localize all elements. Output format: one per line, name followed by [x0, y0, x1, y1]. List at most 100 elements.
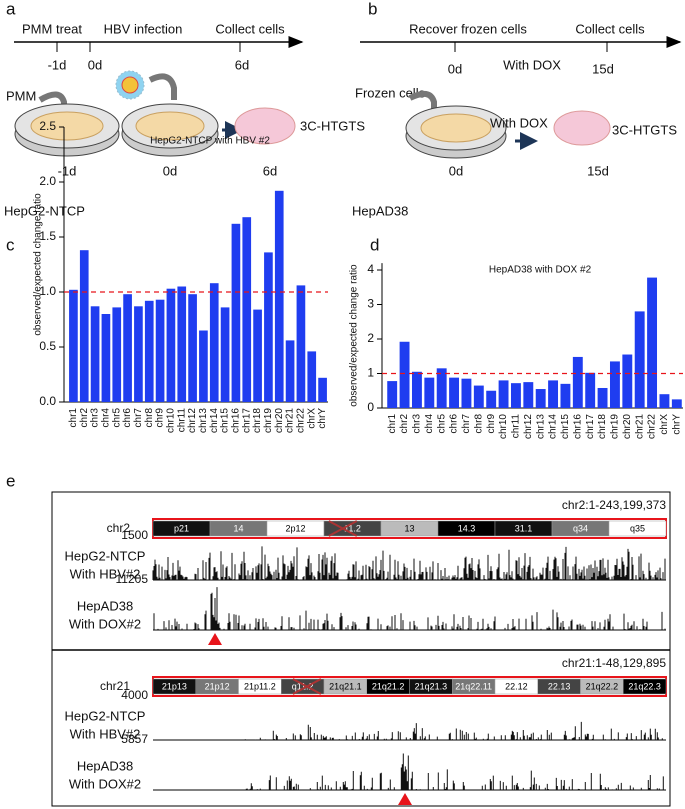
track-condition: With HBV#2: [70, 566, 141, 581]
bar: [101, 314, 111, 402]
track-scale: 5857: [121, 732, 148, 746]
band-label: 31.1: [515, 523, 533, 533]
x-tick-label: chr3: [90, 408, 101, 428]
assay-label: 3C-HTGTS: [300, 118, 365, 133]
chrom-label: chr2: [107, 521, 131, 535]
bar: [585, 372, 596, 408]
band-label: q34: [573, 523, 588, 533]
band-label: 21q22.2: [586, 681, 619, 691]
step-label: -1d: [58, 163, 77, 178]
cell-blob: [234, 107, 296, 145]
chrom-label: chr21: [100, 679, 130, 693]
bar: [387, 381, 398, 408]
x-tick-label: chr2: [79, 408, 90, 428]
bar: [264, 252, 273, 402]
band-label: 21q22.11: [455, 681, 492, 691]
x-tick-label: chr6: [449, 414, 460, 434]
track-scale: 4000: [121, 688, 148, 702]
genome-browser: chr2:1-243,199,373 chr2 p21 14 2p12 11.2 13 14.…: [51, 491, 671, 807]
bar: [166, 288, 176, 402]
highlight-marker: [208, 633, 222, 645]
y-tick-label: 2.5: [39, 119, 56, 133]
y-tick-label: 3: [367, 297, 374, 311]
bar: [199, 330, 208, 402]
y-tick-label: 1: [367, 366, 374, 380]
timeline-label: Collect cells: [215, 21, 285, 36]
chart-title: HepG2-NTCP with HBV #2: [150, 136, 270, 147]
bar: [535, 389, 546, 408]
y-tick-label: 4: [367, 262, 374, 276]
x-tick-label: chrY: [671, 414, 682, 435]
track-name: HepG2-NTCP: [65, 708, 146, 723]
y-axis-label: observed/expected change ratio: [33, 193, 44, 336]
x-tick-label: chr22: [647, 414, 658, 439]
panel-a: a PMM treat HBV infection Collect cells …: [4, 0, 365, 218]
y-tick-label: 0: [367, 400, 374, 414]
band-label: q35: [630, 523, 645, 533]
y-tick-label: 0.5: [39, 339, 56, 353]
bar: [486, 390, 497, 408]
x-tick-label: chrX: [659, 414, 670, 435]
bar: [647, 277, 658, 408]
centromere: [328, 520, 358, 537]
x-tick-label: chrX: [306, 408, 317, 429]
panel-label: e: [6, 471, 15, 490]
region-coords: chr2:1-243,199,373: [562, 498, 666, 512]
bar: [510, 383, 521, 408]
x-tick-label: chr15: [560, 414, 571, 439]
ideogram-band: [623, 678, 667, 695]
panel-label: c: [6, 235, 15, 254]
band-label: 14.3: [458, 523, 476, 533]
pipette: [148, 73, 177, 100]
x-tick-label: chr11: [176, 408, 187, 433]
bar: [296, 285, 306, 402]
band-label: 21q21.1: [329, 681, 362, 691]
bar: [274, 190, 284, 402]
x-tick-label: chr21: [285, 408, 296, 433]
bar: [123, 294, 132, 402]
timeline-label: HBV infection: [104, 21, 183, 36]
cell-blob: [553, 110, 611, 146]
reagent-label: Frozen cells: [355, 85, 426, 100]
band-label: 22.13: [548, 681, 571, 691]
x-tick-label: chr16: [231, 408, 242, 433]
bar: [253, 309, 262, 402]
highlight-marker: [398, 793, 412, 805]
x-tick-label: chr4: [101, 408, 112, 428]
bar: [597, 387, 608, 408]
timeline-label: Recover frozen cells: [409, 21, 527, 36]
x-tick-label: chr22: [296, 408, 307, 433]
dish: [121, 103, 219, 157]
x-tick-label: chr7: [133, 408, 144, 428]
dish: [14, 103, 120, 157]
x-tick-label: chr12: [187, 408, 198, 433]
bar: [411, 371, 422, 408]
band-label: 22.12: [505, 681, 528, 691]
cell-line: HepAD38: [352, 203, 408, 218]
signal-track: [245, 753, 664, 790]
timeline-tick-label: 0d: [448, 61, 462, 76]
track-name: HepAD38: [77, 598, 133, 613]
bar: [622, 354, 633, 408]
bar: [318, 377, 327, 402]
region-coords: chr21:1-48,129,895: [562, 656, 666, 670]
band-label: 11.2: [344, 523, 361, 533]
band-label: 2p12: [285, 523, 305, 533]
panel-label: a: [6, 0, 16, 18]
x-tick-label: chr16: [572, 414, 583, 439]
step-label: 0d: [163, 163, 177, 178]
bar: [134, 306, 143, 402]
pipette: [38, 91, 67, 114]
panel-label: d: [370, 235, 379, 254]
track-scale: 1500: [121, 528, 148, 542]
bar: [399, 341, 410, 408]
signal-track: [244, 721, 663, 740]
step-label: 15d: [587, 163, 609, 178]
band-label: 13: [404, 523, 414, 533]
reagent-label: PMM: [6, 88, 36, 103]
band-label: 21p13: [162, 681, 187, 691]
x-tick-label: chr15: [220, 408, 231, 433]
y-tick-label: 0.0: [39, 394, 56, 408]
chart-title: HepAD38 with DOX #2: [489, 265, 592, 276]
x-tick-label: chrY: [317, 408, 328, 429]
